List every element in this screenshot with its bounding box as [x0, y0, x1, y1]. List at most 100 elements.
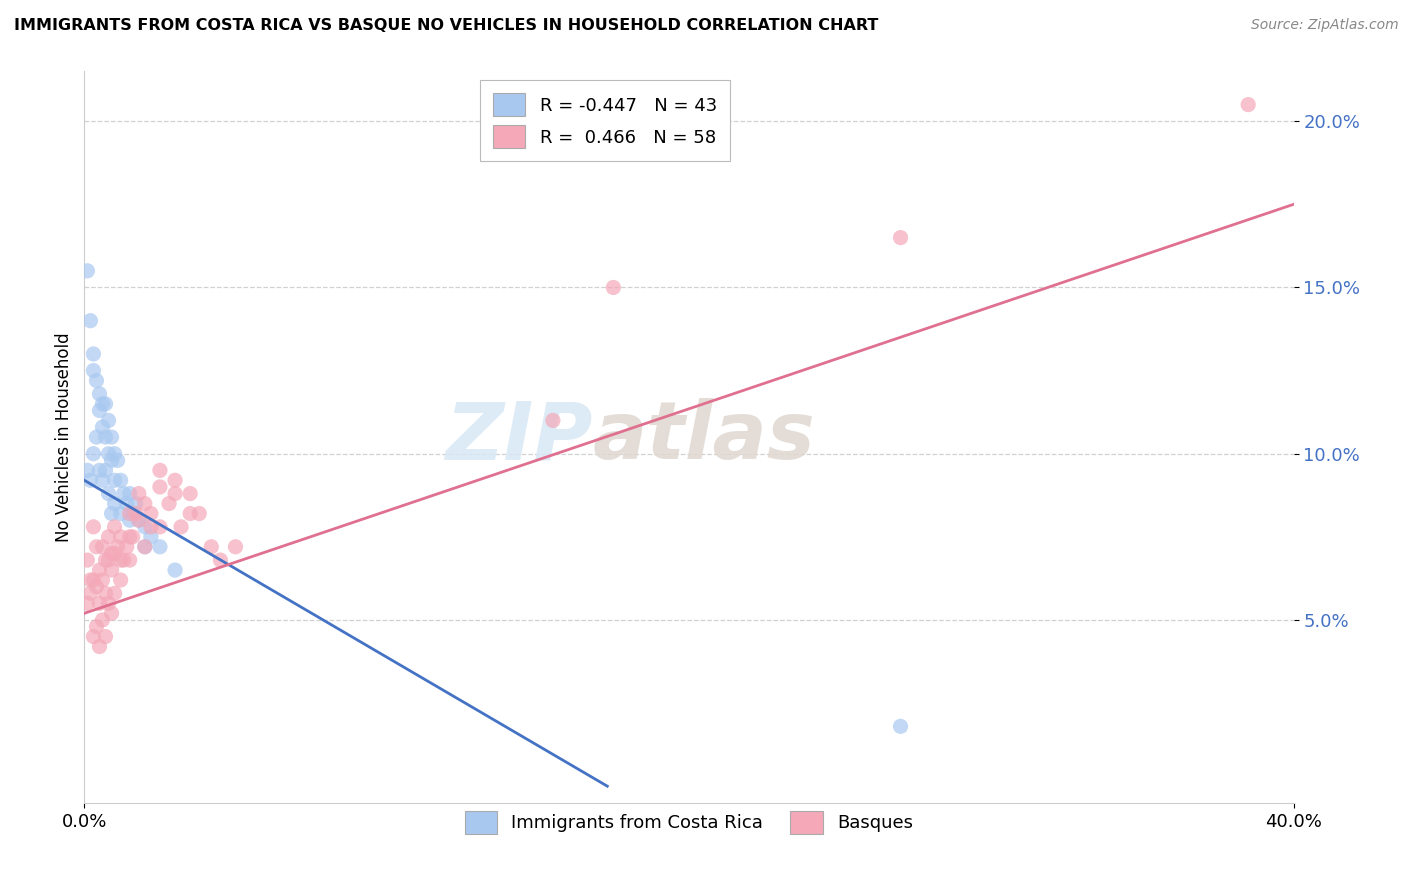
Point: [165, 563, 187, 577]
Point: [128, 513, 150, 527]
Point: [82, 347, 104, 361]
Point: [86, 374, 108, 388]
Point: [890, 719, 912, 733]
Point: [100, 430, 122, 444]
Point: [79, 473, 101, 487]
Point: [110, 530, 132, 544]
Point: [110, 473, 132, 487]
Point: [91, 473, 114, 487]
Point: [165, 486, 187, 500]
Point: [76, 264, 98, 278]
Point: [104, 447, 127, 461]
Point: [118, 507, 141, 521]
Point: [134, 540, 156, 554]
Point: [97, 530, 120, 544]
Point: [82, 630, 104, 644]
Point: [94, 630, 117, 644]
Text: Source: ZipAtlas.com: Source: ZipAtlas.com: [1251, 18, 1399, 32]
Point: [89, 463, 111, 477]
Point: [110, 507, 132, 521]
Point: [118, 486, 141, 500]
Point: [134, 497, 156, 511]
Point: [121, 530, 143, 544]
Point: [89, 640, 111, 654]
Point: [94, 586, 117, 600]
Point: [94, 397, 117, 411]
Point: [118, 513, 141, 527]
Point: [179, 507, 201, 521]
Point: [86, 619, 108, 633]
Point: [97, 553, 120, 567]
Point: [79, 573, 101, 587]
Point: [128, 513, 150, 527]
Point: [94, 553, 117, 567]
Point: [128, 486, 150, 500]
Point: [179, 486, 201, 500]
Point: [91, 613, 114, 627]
Point: [225, 540, 247, 554]
Point: [82, 447, 104, 461]
Point: [1237, 97, 1260, 112]
Point: [115, 497, 138, 511]
Point: [107, 540, 129, 554]
Point: [134, 520, 156, 534]
Point: [100, 563, 122, 577]
Point: [97, 486, 120, 500]
Point: [118, 530, 141, 544]
Point: [170, 520, 193, 534]
Point: [188, 507, 211, 521]
Point: [541, 413, 564, 427]
Point: [139, 530, 162, 544]
Point: [89, 596, 111, 610]
Point: [104, 497, 127, 511]
Text: IMMIGRANTS FROM COSTA RICA VS BASQUE NO VEHICLES IN HOUSEHOLD CORRELATION CHART: IMMIGRANTS FROM COSTA RICA VS BASQUE NO …: [14, 18, 879, 33]
Point: [100, 453, 122, 467]
Point: [82, 573, 104, 587]
Point: [139, 507, 162, 521]
Point: [134, 540, 156, 554]
Point: [91, 540, 114, 554]
Point: [157, 497, 180, 511]
Point: [110, 553, 132, 567]
Legend: Immigrants from Costa Rica, Basques: Immigrants from Costa Rica, Basques: [454, 800, 924, 845]
Point: [104, 546, 127, 560]
Point: [115, 540, 138, 554]
Point: [209, 553, 232, 567]
Point: [79, 314, 101, 328]
Point: [76, 463, 98, 477]
Point: [86, 540, 108, 554]
Point: [104, 586, 127, 600]
Point: [76, 596, 98, 610]
Point: [121, 507, 143, 521]
Point: [602, 280, 624, 294]
Point: [149, 540, 172, 554]
Point: [94, 430, 117, 444]
Point: [82, 520, 104, 534]
Point: [100, 607, 122, 621]
Point: [100, 507, 122, 521]
Point: [86, 580, 108, 594]
Text: ZIP: ZIP: [444, 398, 592, 476]
Point: [149, 463, 172, 477]
Point: [107, 453, 129, 467]
Point: [97, 596, 120, 610]
Point: [79, 586, 101, 600]
Point: [97, 447, 120, 461]
Point: [91, 397, 114, 411]
Point: [139, 520, 162, 534]
Point: [118, 553, 141, 567]
Point: [110, 573, 132, 587]
Point: [125, 497, 148, 511]
Point: [89, 387, 111, 401]
Point: [94, 463, 117, 477]
Point: [100, 546, 122, 560]
Point: [89, 563, 111, 577]
Point: [112, 486, 135, 500]
Point: [97, 413, 120, 427]
Point: [104, 520, 127, 534]
Text: atlas: atlas: [592, 398, 815, 476]
Point: [89, 403, 111, 417]
Point: [86, 430, 108, 444]
Point: [149, 480, 172, 494]
Point: [91, 420, 114, 434]
